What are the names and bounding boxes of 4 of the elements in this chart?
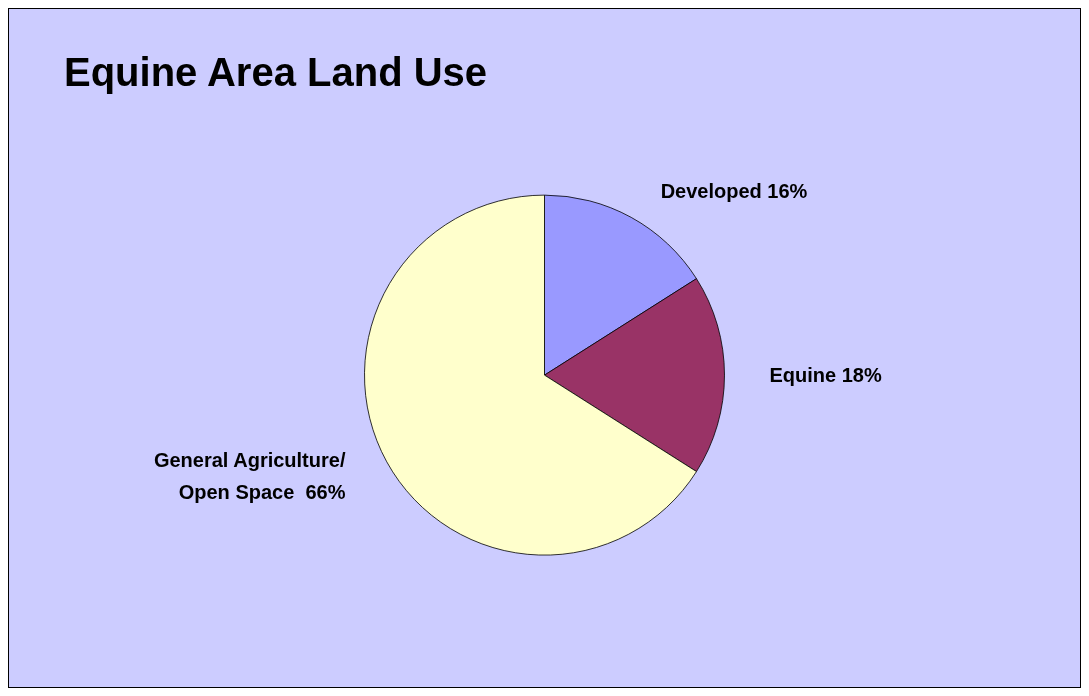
slice-label: Developed 16%: [660, 180, 808, 203]
chart-title: Equine Area Land Use: [64, 50, 488, 94]
slice-label: Equine 18%: [769, 364, 882, 387]
slice-label: General Agriculture/ Open Space 66%: [153, 449, 346, 504]
